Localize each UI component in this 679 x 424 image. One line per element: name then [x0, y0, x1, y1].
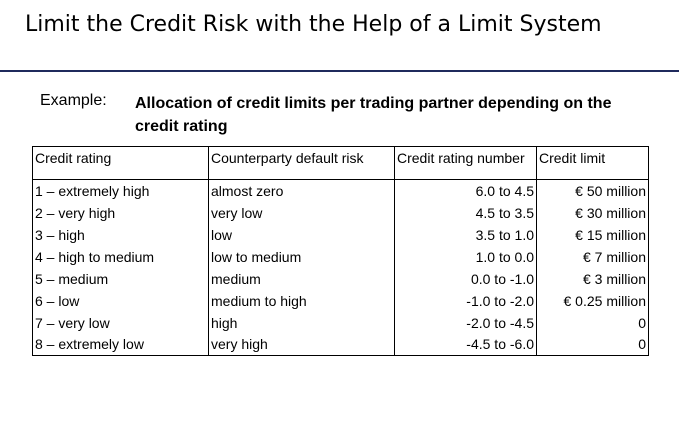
- cell-credit-rating: 7 – very low: [32, 311, 209, 334]
- cell-rating-number: 1.0 to 0.0: [394, 245, 537, 268]
- cell-credit-limit: € 7 million: [536, 245, 649, 268]
- cell-rating-number: 6.0 to 4.5: [394, 179, 537, 202]
- cell-default-risk: medium: [208, 267, 395, 290]
- cell-default-risk: very low: [208, 201, 395, 224]
- credit-limit-table: Credit rating Counterparty default risk …: [32, 146, 649, 356]
- cell-default-risk: almost zero: [208, 179, 395, 202]
- example-heading: Allocation of credit limits per trading …: [135, 95, 612, 135]
- header-credit-rating-number: Credit rating number: [394, 146, 537, 180]
- cell-default-risk: very high: [208, 333, 395, 356]
- cell-credit-limit: € 50 million: [536, 179, 649, 202]
- cell-rating-number: 4.5 to 3.5: [394, 201, 537, 224]
- title-divider: [0, 70, 679, 72]
- example-label: Example:: [40, 92, 107, 109]
- cell-credit-limit: € 3 million: [536, 267, 649, 290]
- cell-credit-rating: 6 – low: [32, 289, 209, 312]
- cell-credit-limit: € 0.25 million: [536, 289, 649, 312]
- cell-default-risk: low to medium: [208, 245, 395, 268]
- cell-credit-rating: 5 – medium: [32, 267, 209, 290]
- table-row: 7 – very low high -2.0 to -4.5 0: [32, 311, 649, 334]
- cell-credit-rating: 1 – extremely high: [32, 179, 209, 202]
- table-header-row: Credit rating Counterparty default risk …: [32, 146, 649, 180]
- table-row: 8 – extremely low very high -4.5 to -6.0…: [32, 333, 649, 356]
- table-row: 1 – extremely high almost zero 6.0 to 4.…: [32, 179, 649, 202]
- cell-credit-rating: 3 – high: [32, 223, 209, 246]
- cell-credit-rating: 8 – extremely low: [32, 333, 209, 356]
- cell-credit-limit: € 15 million: [536, 223, 649, 246]
- table-row: 4 – high to medium low to medium 1.0 to …: [32, 245, 649, 268]
- cell-credit-rating: 2 – very high: [32, 201, 209, 224]
- cell-default-risk: medium to high: [208, 289, 395, 312]
- cell-rating-number: -1.0 to -2.0: [394, 289, 537, 312]
- cell-credit-limit: 0: [536, 333, 649, 356]
- cell-credit-limit: € 30 million: [536, 201, 649, 224]
- header-credit-limit: Credit limit: [536, 146, 649, 180]
- cell-rating-number: -4.5 to -6.0: [394, 333, 537, 356]
- cell-rating-number: 0.0 to -1.0: [394, 267, 537, 290]
- header-credit-rating: Credit rating: [32, 146, 209, 180]
- cell-rating-number: 3.5 to 1.0: [394, 223, 537, 246]
- cell-default-risk: low: [208, 223, 395, 246]
- header-counterparty-default-risk: Counterparty default risk: [208, 146, 395, 180]
- cell-default-risk: high: [208, 311, 395, 334]
- table-row: 5 – medium medium 0.0 to -1.0 € 3 millio…: [32, 267, 649, 290]
- cell-credit-limit: 0: [536, 311, 649, 334]
- table-row: 3 – high low 3.5 to 1.0 € 15 million: [32, 223, 649, 246]
- slide-title: Limit the Credit Risk with the Help of a…: [25, 12, 602, 37]
- cell-rating-number: -2.0 to -4.5: [394, 311, 537, 334]
- cell-credit-rating: 4 – high to medium: [32, 245, 209, 268]
- table-row: 2 – very high very low 4.5 to 3.5 € 30 m…: [32, 201, 649, 224]
- table-row: 6 – low medium to high -1.0 to -2.0 € 0.…: [32, 289, 649, 312]
